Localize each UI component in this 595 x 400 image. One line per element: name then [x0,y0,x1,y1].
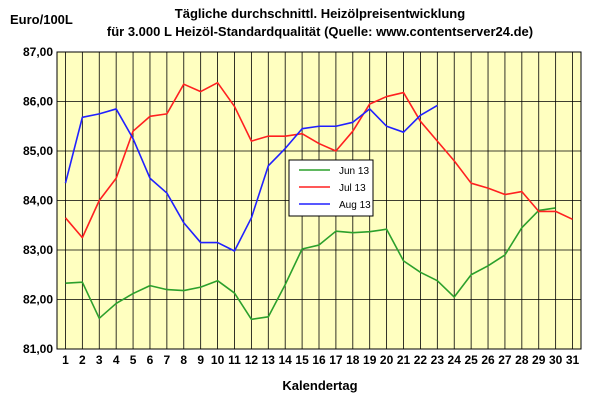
series-line-jul13 [64,81,573,239]
x-tick-label: 23 [431,353,445,367]
series-lines [64,81,573,321]
y-tick-labels: 81,00 82,00 83,00 84,00 85,00 86,00 87,00 [23,45,53,356]
x-tick-label: 18 [346,353,360,367]
x-tick-label: 9 [197,353,204,367]
x-tick-label: 10 [211,353,225,367]
x-tick-labels: 1 2 3 4 5 6 7 8 9 10 11 12 13 14 15 16 17 18 19 20 21 22 23 24 2… [62,353,579,367]
chart-title-line-1: Tägliche durchschnittl. Heizölpreisentwi… [175,6,465,21]
x-tick-label: 2 [79,353,86,367]
legend: Jun 13 Jul 13 Aug 13 [288,159,374,217]
x-tick-label: 4 [113,353,120,367]
x-tick-label: 6 [147,353,154,367]
x-tick-label: 11 [228,353,241,367]
y-tick-label: 85,00 [23,144,53,158]
x-tick-label: 7 [164,353,171,367]
chart-title-line-2: für 3.000 L Heizöl-Standardqualität (Que… [107,24,533,39]
x-tick-label: 28 [515,353,529,367]
x-tick-label: 21 [397,353,411,367]
x-tick-label: 3 [96,353,103,367]
legend-label-jul13: Jul 13 [339,183,366,194]
x-tick-label: 5 [130,353,137,367]
legend-label-aug13: Aug 13 [339,200,371,211]
x-tick-label: 25 [464,353,478,367]
y-tick-label: 87,00 [23,45,53,59]
x-tick-label: 20 [380,353,394,367]
y-tick-label: 84,00 [23,194,53,208]
x-tick-label: 19 [363,353,377,367]
x-tick-label: 16 [312,353,326,367]
legend-label-jun13: Jun 13 [339,166,369,177]
x-tick-label: 29 [532,353,546,367]
x-tick-label: 27 [498,353,512,367]
series-line-aug13 [64,104,438,252]
x-tick-label: 26 [481,353,495,367]
x-tick-label: 22 [414,353,428,367]
y-tick-label: 81,00 [23,342,53,356]
x-tick-label: 8 [180,353,187,367]
x-tick-label: 15 [295,353,309,367]
x-tick-label: 12 [245,353,259,367]
x-tick-label: 24 [448,353,462,367]
y-axis-label: Euro/100L [10,12,73,27]
x-tick-label: 30 [549,353,563,367]
y-tick-label: 86,00 [23,95,53,109]
x-tick-label: 17 [329,353,343,367]
x-tick-label: 13 [262,353,276,367]
x-tick-label: 14 [279,353,293,367]
y-tick-label: 83,00 [23,243,53,257]
y-tick-label: 82,00 [23,293,53,307]
x-tick-label: 1 [62,353,69,367]
x-axis-label: Kalendertag [282,378,357,393]
series-line-jun13 [65,207,556,321]
x-tick-label: 31 [566,353,580,367]
